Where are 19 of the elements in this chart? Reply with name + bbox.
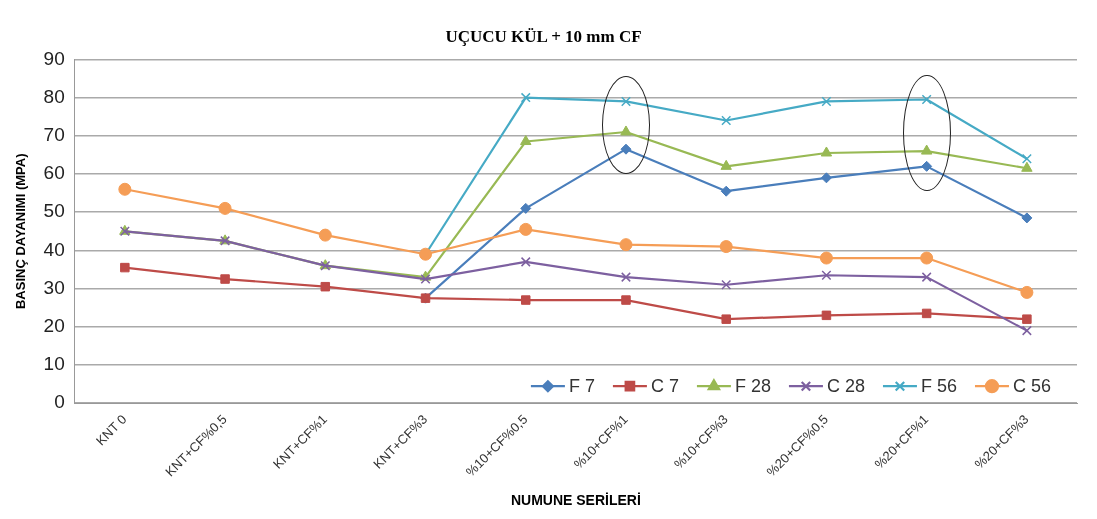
y-tick-label: 40 [43,238,65,260]
y-tick-label: 10 [43,353,65,375]
legend-label: C 7 [650,376,679,397]
y-tick-label: 0 [54,391,65,413]
y-tick-label: 80 [43,85,65,107]
y-axis-title: BASINÇ DAYANIMI (MPA) [13,153,29,310]
y-tick-label: 20 [43,315,65,337]
y-tick-label: 70 [43,124,65,146]
legend-label: F 28 [734,376,771,397]
legend-label: F 7 [568,376,595,397]
legend-label: C 28 [826,376,865,397]
x-axis-title: NUMUNE SERİLERİ [510,492,641,509]
y-tick-label: 60 [43,162,65,184]
legend-label: C 56 [1012,376,1052,397]
y-tick-label: 30 [43,276,65,298]
legend-label: F 56 [920,376,957,397]
y-tick-label: 50 [43,200,65,222]
chart-title: UÇUCU KÜL + 10 mm CF [445,26,642,46]
y-tick-label: 90 [43,47,65,69]
